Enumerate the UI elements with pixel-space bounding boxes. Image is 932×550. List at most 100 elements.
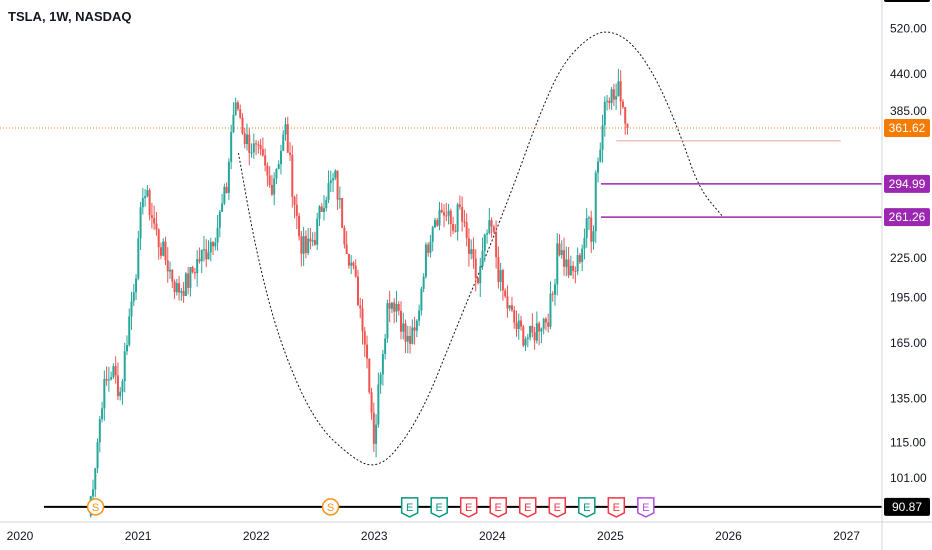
candle-body [248, 134, 251, 153]
candle-body [275, 169, 278, 179]
level-price-tag: 90.87 [892, 500, 922, 514]
candle-body [411, 327, 414, 344]
x-tick-label: 2023 [361, 529, 388, 543]
candle-body [610, 89, 613, 104]
candle-body [191, 267, 194, 273]
y-tick-label: 385.00 [890, 104, 927, 118]
candle-body [563, 250, 566, 267]
candle-body [352, 262, 355, 266]
candle-body [345, 244, 348, 254]
level-price-tag-bg [884, 497, 930, 516]
candle-body [338, 198, 341, 200]
candle-body [293, 196, 296, 205]
candle-body [542, 318, 545, 329]
candle-body [159, 247, 162, 256]
y-tick-label: 195.00 [890, 290, 927, 304]
candle-body [585, 218, 588, 239]
split-event-label: S [327, 502, 334, 514]
candle-body [606, 100, 609, 102]
candle-body [404, 323, 407, 342]
earnings-event-badge [400, 497, 419, 518]
candle-body [94, 468, 97, 490]
candle-body [372, 412, 375, 444]
candle-body [282, 134, 285, 151]
current-price-tag-bg [884, 118, 930, 137]
candle-body [286, 124, 289, 153]
candle-body [538, 323, 541, 332]
candle-body [320, 206, 323, 212]
x-tick-label: 2026 [715, 529, 742, 543]
candle-body [255, 143, 258, 145]
candle-body [173, 281, 176, 293]
candle-body [361, 308, 364, 332]
level-price-tag-bg [884, 174, 930, 193]
candle-body [418, 310, 421, 321]
candle-body [415, 320, 418, 331]
candle-body [583, 238, 586, 249]
candle-body [327, 183, 330, 200]
candle-body [169, 269, 172, 272]
candle-body [558, 243, 561, 256]
candle-body [259, 144, 262, 150]
candle-body [246, 134, 249, 145]
candle-body [612, 89, 615, 100]
candle-body [486, 233, 489, 235]
candle-body [270, 184, 273, 195]
candle-body [431, 227, 434, 242]
candle-body [112, 366, 115, 378]
candle-body [624, 107, 627, 124]
x-tick-label: 2021 [125, 529, 152, 543]
candle-layer [89, 68, 629, 518]
candle-body [515, 322, 518, 330]
candle-body [427, 244, 430, 253]
earnings-event-badge [548, 497, 567, 518]
candle-body [549, 293, 552, 327]
candle-body [424, 244, 427, 277]
candle-body [232, 114, 235, 132]
candle-body [216, 227, 219, 243]
candle-body [261, 149, 264, 156]
candle-body [273, 178, 276, 195]
candle-body [182, 290, 185, 297]
candle-body [463, 221, 466, 223]
candle-body [393, 302, 396, 312]
candle-body [626, 123, 629, 128]
candle-body [144, 196, 147, 199]
candle-body [153, 217, 156, 224]
split-event-badge [321, 498, 340, 516]
earnings-event-label: E [583, 502, 590, 514]
candle-body [105, 378, 108, 381]
candle-body [162, 241, 165, 256]
candle-body [422, 276, 425, 289]
candle-body [354, 265, 357, 277]
candle-body [397, 304, 400, 311]
candle-body [379, 374, 382, 385]
candle-body [230, 131, 233, 162]
candle-body [223, 186, 226, 204]
candle-body [98, 419, 101, 443]
candle-body [202, 249, 205, 251]
candle-body [581, 248, 584, 263]
candle-body [198, 259, 201, 262]
candle-body [615, 96, 618, 100]
candle-body [343, 227, 346, 245]
candle-body [150, 215, 153, 218]
candle-body [180, 290, 183, 293]
candle-body [599, 149, 602, 162]
candle-body [363, 331, 366, 345]
y-tick-label: 101.00 [890, 471, 927, 485]
candle-body [594, 172, 597, 232]
candle-body [465, 222, 468, 239]
candle-body [510, 305, 513, 311]
y-tick-label: 115.00 [890, 435, 926, 449]
candle-body [454, 230, 457, 232]
earnings-event-badge [578, 497, 596, 518]
candle-body [166, 260, 169, 272]
candle-body [497, 257, 500, 282]
candle-body [483, 234, 486, 251]
candle-body [264, 155, 267, 166]
candle-body [289, 152, 292, 156]
candle-body [592, 231, 595, 242]
